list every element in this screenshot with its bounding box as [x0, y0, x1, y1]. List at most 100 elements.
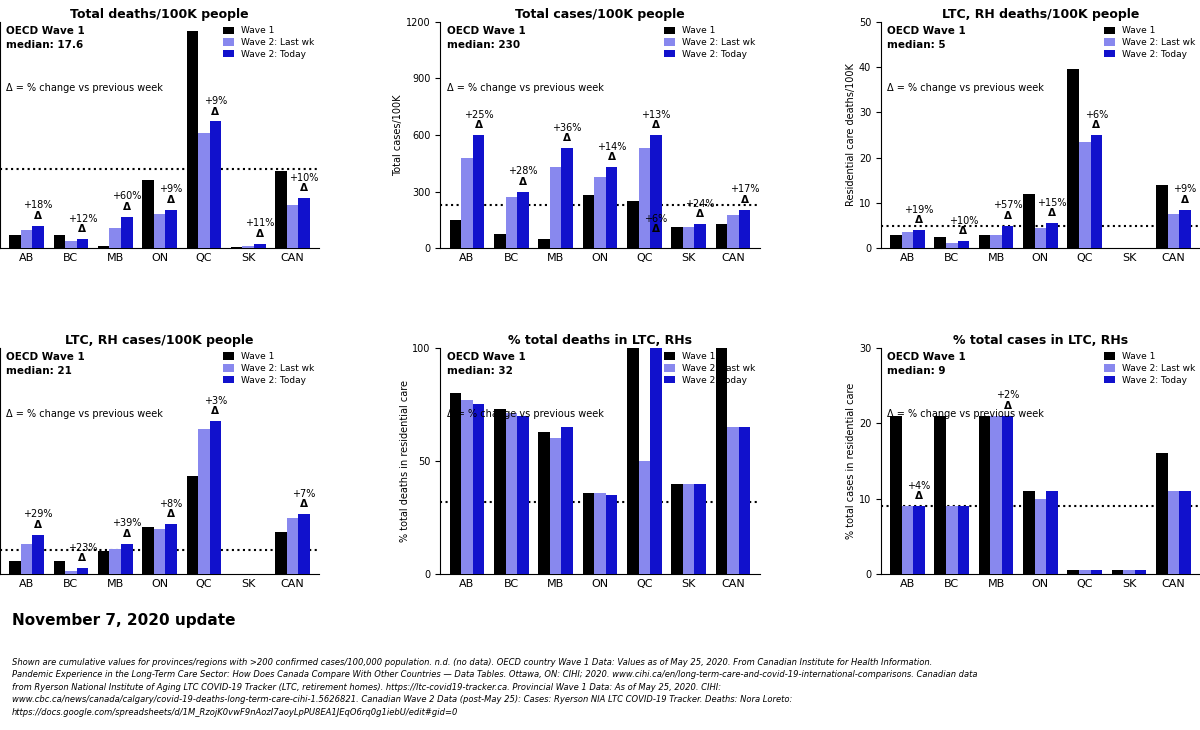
Bar — [166, 210, 176, 248]
Text: +10%: +10% — [289, 173, 319, 183]
Legend: Wave 1, Wave 2: Last wk, Wave 2: Today: Wave 1, Wave 2: Last wk, Wave 2: Today — [223, 353, 314, 385]
Y-axis label: % total cases in residential care: % total cases in residential care — [846, 383, 856, 539]
Bar — [1079, 142, 1091, 248]
Text: +4%: +4% — [907, 481, 930, 491]
Bar — [539, 239, 550, 248]
Bar — [121, 217, 132, 248]
Text: Δ = % change vs previous week: Δ = % change vs previous week — [446, 83, 604, 93]
Bar — [1079, 570, 1091, 574]
Text: Δ: Δ — [34, 520, 42, 529]
Legend: Wave 1, Wave 2: Last wk, Wave 2: Today: Wave 1, Wave 2: Last wk, Wave 2: Today — [1104, 26, 1195, 59]
Bar — [65, 242, 77, 248]
Bar — [727, 427, 739, 574]
Text: +13%: +13% — [641, 110, 671, 120]
Bar — [450, 393, 461, 574]
Bar — [517, 415, 529, 574]
Bar — [1091, 135, 1102, 248]
Bar — [901, 232, 913, 248]
Bar — [913, 506, 925, 574]
Text: +10%: +10% — [949, 216, 978, 226]
Text: Δ: Δ — [1003, 401, 1012, 411]
Text: +2%: +2% — [996, 391, 1019, 400]
Text: +28%: +28% — [508, 166, 538, 176]
Text: Δ: Δ — [167, 510, 175, 519]
Bar — [1024, 491, 1034, 574]
Bar — [54, 561, 65, 574]
Bar — [299, 199, 310, 248]
Bar — [715, 239, 727, 574]
Text: +9%: +9% — [204, 96, 227, 106]
Text: +14%: +14% — [596, 142, 626, 152]
Bar — [1068, 69, 1079, 248]
Bar — [77, 239, 89, 248]
Bar — [727, 215, 739, 248]
Bar — [562, 148, 572, 248]
Bar — [65, 571, 77, 574]
Text: +12%: +12% — [67, 214, 97, 224]
Bar — [32, 226, 44, 248]
Y-axis label: Residential care deaths/100K: Residential care deaths/100K — [846, 64, 856, 207]
Bar — [683, 228, 695, 248]
Text: +11%: +11% — [245, 218, 275, 228]
Bar — [154, 529, 166, 574]
Bar — [166, 524, 176, 574]
Bar — [242, 246, 254, 248]
Text: +6%: +6% — [644, 214, 667, 224]
Text: Δ: Δ — [607, 152, 616, 162]
Text: Shown are cumulative values for provinces/regions with >200 confirmed cases/100,: Shown are cumulative values for province… — [12, 658, 978, 717]
Bar — [1156, 453, 1168, 574]
Bar — [143, 526, 154, 574]
Legend: Wave 1, Wave 2: Last wk, Wave 2: Today: Wave 1, Wave 2: Last wk, Wave 2: Today — [664, 353, 755, 385]
Bar — [287, 518, 299, 574]
Bar — [979, 415, 990, 574]
Bar — [739, 427, 750, 574]
Bar — [1180, 210, 1190, 248]
Text: Δ: Δ — [122, 529, 131, 539]
Text: Δ: Δ — [300, 183, 308, 193]
Bar — [539, 431, 550, 574]
Bar — [20, 544, 32, 574]
Bar — [638, 461, 650, 574]
Text: Δ: Δ — [1003, 211, 1012, 220]
Text: +6%: +6% — [1085, 110, 1108, 120]
Bar — [210, 121, 221, 248]
Text: Δ: Δ — [211, 107, 220, 117]
Text: OECD Wave 1
median: 5: OECD Wave 1 median: 5 — [887, 26, 966, 50]
Text: Δ: Δ — [474, 120, 482, 130]
Bar — [461, 158, 473, 248]
Legend: Wave 1, Wave 2: Last wk, Wave 2: Today: Wave 1, Wave 2: Last wk, Wave 2: Today — [664, 26, 755, 59]
Bar — [671, 228, 683, 248]
Bar — [550, 167, 562, 248]
Bar — [650, 239, 661, 574]
Bar — [10, 561, 20, 574]
Bar — [1168, 491, 1180, 574]
Bar — [1135, 570, 1146, 574]
Text: OECD Wave 1
median: 32: OECD Wave 1 median: 32 — [446, 353, 526, 375]
Bar — [450, 220, 461, 248]
Bar — [958, 506, 970, 574]
Bar — [517, 192, 529, 248]
Text: Δ: Δ — [652, 224, 660, 234]
Text: Δ: Δ — [300, 499, 308, 509]
Text: Δ: Δ — [78, 553, 86, 564]
Text: Δ: Δ — [167, 195, 175, 205]
Text: +9%: +9% — [160, 185, 182, 194]
Bar — [990, 234, 1002, 248]
Text: OECD Wave 1
median: 17.6: OECD Wave 1 median: 17.6 — [6, 26, 85, 50]
Bar — [505, 413, 517, 574]
Text: Δ: Δ — [256, 228, 264, 239]
Bar — [946, 243, 958, 248]
Bar — [650, 135, 661, 248]
Text: +18%: +18% — [24, 200, 53, 210]
Bar — [98, 246, 109, 248]
Bar — [606, 495, 617, 574]
Legend: Wave 1, Wave 2: Last wk, Wave 2: Today: Wave 1, Wave 2: Last wk, Wave 2: Today — [1104, 353, 1195, 385]
Text: +17%: +17% — [730, 184, 760, 194]
Bar — [461, 400, 473, 574]
Text: Δ = % change vs previous week: Δ = % change vs previous week — [6, 83, 163, 93]
Text: Δ: Δ — [1048, 208, 1056, 218]
Bar — [901, 506, 913, 574]
Bar — [198, 429, 210, 574]
Text: +36%: +36% — [552, 123, 582, 133]
Bar — [154, 215, 166, 248]
